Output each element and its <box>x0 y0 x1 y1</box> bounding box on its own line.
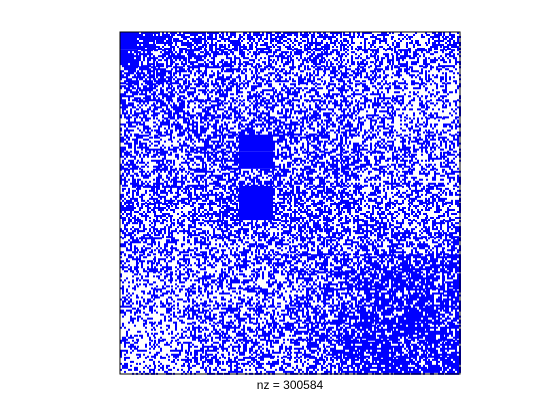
dense-block <box>239 151 256 169</box>
dense-block <box>120 32 137 50</box>
dense-block <box>239 185 256 203</box>
nonzero-markers <box>120 32 461 375</box>
nonzero-dots <box>120 32 461 375</box>
dense-block <box>256 151 273 169</box>
x-axis-label: nz = 300584 <box>256 378 324 392</box>
dense-block <box>256 134 273 152</box>
dense-block <box>256 185 273 203</box>
dense-block <box>239 134 256 152</box>
axes-frame <box>119 31 461 375</box>
dense-block <box>256 203 273 221</box>
dense-block <box>239 203 256 221</box>
